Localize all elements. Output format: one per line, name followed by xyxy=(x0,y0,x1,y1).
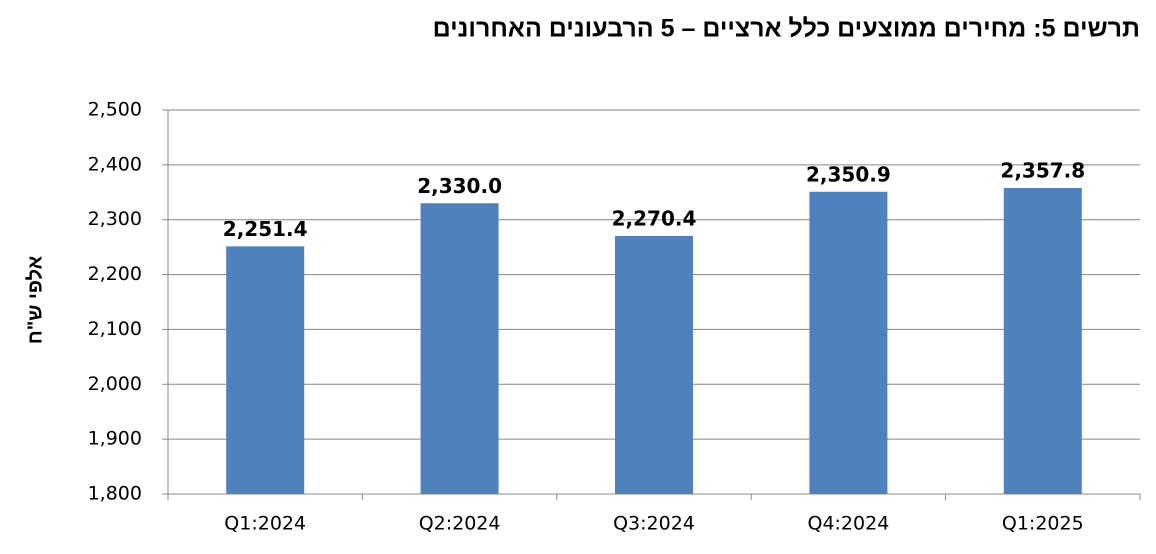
value-label: 2,350.9 xyxy=(806,162,891,186)
y-axis-label: אלפי ש"ח xyxy=(24,255,46,344)
y-tick-label: 2,200 xyxy=(88,263,142,285)
value-label: 2,270.4 xyxy=(612,206,697,230)
y-tick-label: 2,300 xyxy=(88,208,142,230)
chart-title: תרשים 5: מחירים ממוצעים כלל ארציים – 5 ה… xyxy=(433,15,1140,43)
x-tick-label: Q1:2025 xyxy=(1002,513,1084,535)
bar xyxy=(420,203,499,494)
y-tick-label: 1,900 xyxy=(88,428,142,450)
x-tick-label: Q2:2024 xyxy=(419,513,501,535)
y-tick-label: 2,000 xyxy=(88,373,142,395)
bar xyxy=(809,191,888,495)
value-label: 2,330.0 xyxy=(417,174,502,198)
y-tick-label: 2,400 xyxy=(88,153,142,175)
value-label: 2,357.8 xyxy=(1000,159,1085,183)
value-label: 2,251.4 xyxy=(223,217,308,241)
bar xyxy=(226,246,305,494)
x-tick-label: Q1:2024 xyxy=(224,513,306,535)
bar xyxy=(1003,188,1082,495)
x-tick-label: Q4:2024 xyxy=(807,513,889,535)
y-tick-label: 2,100 xyxy=(88,318,142,340)
y-tick-label: 2,500 xyxy=(88,99,142,121)
y-tick-label: 1,800 xyxy=(88,483,142,505)
bar xyxy=(615,235,693,494)
x-tick-label: Q3:2024 xyxy=(613,513,695,535)
